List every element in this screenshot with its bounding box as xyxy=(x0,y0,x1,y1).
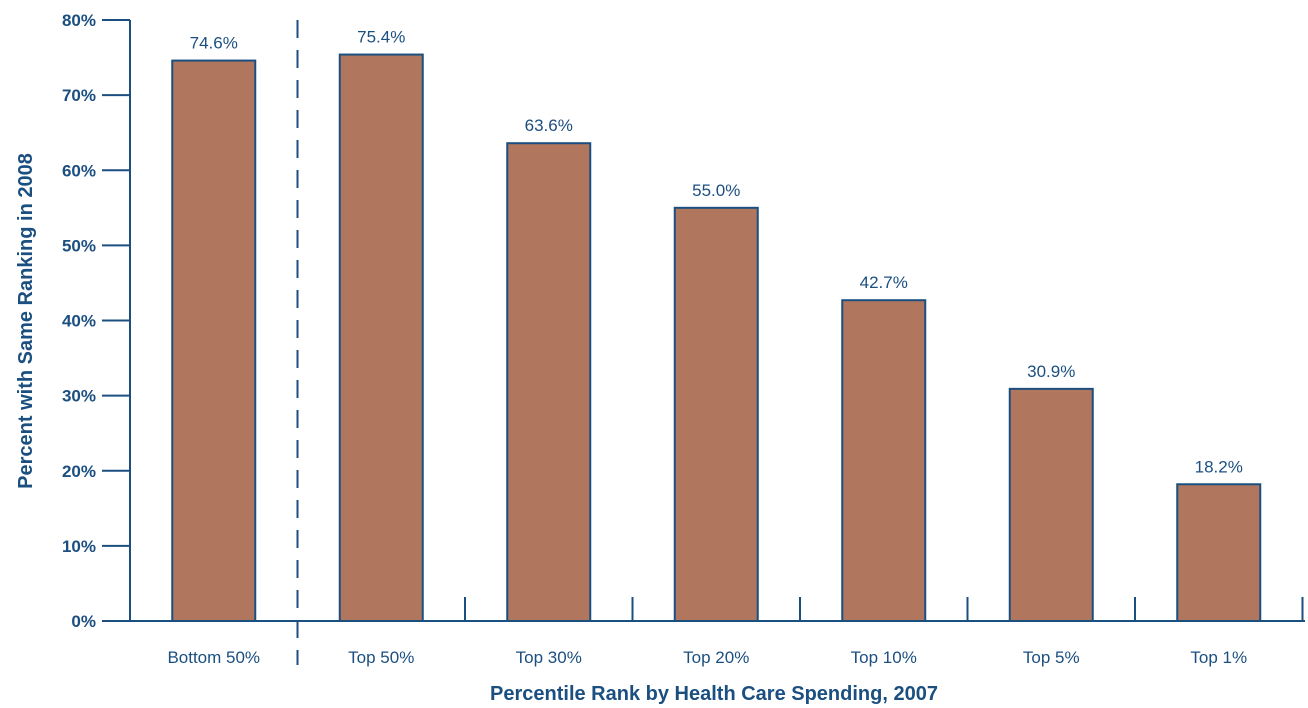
y-tick-label: 10% xyxy=(62,537,96,556)
bar xyxy=(506,142,592,623)
bar xyxy=(1176,483,1262,622)
y-tick-label: 50% xyxy=(62,236,96,255)
bar xyxy=(1008,387,1094,622)
y-tick-label: 20% xyxy=(62,462,96,481)
bars xyxy=(171,53,1262,623)
y-axis: 0% 10% 20% 30% 40% 50% 60% 70% 80% xyxy=(62,11,130,631)
data-label: 42.7% xyxy=(860,273,908,292)
x-tick-label: Top 20% xyxy=(683,648,749,667)
data-label: 63.6% xyxy=(525,116,573,135)
data-label: 75.4% xyxy=(357,28,405,47)
x-tick-label: Bottom 50% xyxy=(167,648,260,667)
y-axis-title: Percent with Same Ranking in 2008 xyxy=(15,153,37,489)
data-labels: 74.6% 75.4% 63.6% 55.0% 42.7% 30.9% 18.2% xyxy=(190,28,1243,477)
x-tick-label: Top 10% xyxy=(851,648,917,667)
y-tick-label: 0% xyxy=(71,612,96,631)
x-tick-label: Top 30% xyxy=(516,648,582,667)
y-tick-label: 30% xyxy=(62,387,96,406)
x-axis: Bottom 50% Top 50% Top 30% Top 20% Top 10% To… xyxy=(167,597,1304,667)
data-label: 55.0% xyxy=(692,181,740,200)
y-tick-label: 60% xyxy=(62,161,96,180)
x-tick-label: Top 5% xyxy=(1023,648,1080,667)
x-tick-label: Top 50% xyxy=(348,648,414,667)
x-axis-title: Percentile Rank by Health Care Spending,… xyxy=(490,683,938,705)
y-tick-label: 40% xyxy=(62,312,96,331)
y-tick-label: 80% xyxy=(62,11,96,30)
x-tick-label: Top 1% xyxy=(1190,648,1247,667)
bar xyxy=(171,59,257,622)
data-label: 30.9% xyxy=(1027,362,1075,381)
bar xyxy=(673,206,759,622)
data-label: 74.6% xyxy=(190,34,238,53)
data-label: 18.2% xyxy=(1195,457,1243,476)
bar xyxy=(338,53,424,623)
y-tick-label: 70% xyxy=(62,86,96,105)
bar xyxy=(841,299,927,622)
